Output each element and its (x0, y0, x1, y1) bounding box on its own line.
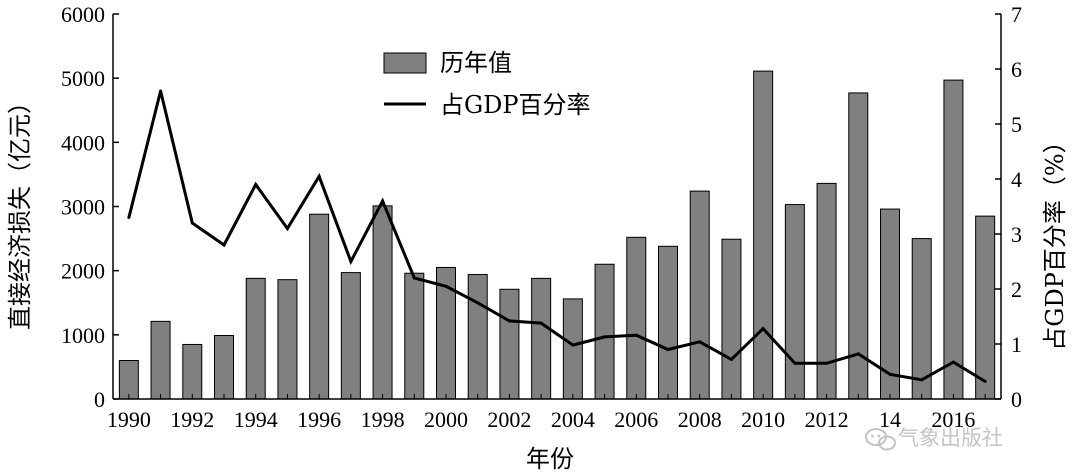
x-tick-label-1996: 1996 (297, 407, 341, 432)
x-tick-label-2012: 2012 (805, 407, 849, 432)
x-tick-label-2008: 2008 (678, 407, 722, 432)
wechat-icon (865, 428, 896, 451)
x-tick-label-2000: 2000 (424, 407, 468, 432)
y2-tick-label-1: 1 (1011, 332, 1022, 357)
y2-axis-title: 占GDP百分率（%） (1041, 129, 1069, 350)
y-tick-label-0: 0 (94, 387, 105, 412)
line-point-1997 (349, 260, 353, 263)
y2-tick-label-4: 4 (1011, 167, 1022, 192)
line-point-2004 (571, 343, 575, 347)
bar-2003 (531, 277, 552, 400)
bar-2004 (562, 298, 583, 400)
line-point-1998 (381, 199, 385, 203)
bar-2010 (753, 70, 774, 400)
bar-1996 (309, 213, 330, 400)
bar-2008 (689, 190, 710, 400)
watermark-text: 气象出版社 (898, 426, 1003, 450)
bar-2006 (626, 236, 647, 400)
x-tick-label-14: 14 (879, 407, 901, 432)
bar-2011 (784, 204, 805, 400)
line-series-gdp-percent (127, 90, 986, 383)
legend-swatch-bar (383, 52, 427, 74)
line-point-2001 (476, 301, 480, 305)
y-tick-label-6000: 6000 (61, 2, 105, 27)
bar-1990 (118, 360, 139, 400)
bar-1998 (372, 205, 393, 400)
bar-1995 (277, 279, 298, 400)
line-point-1990 (127, 216, 131, 219)
bar-1993 (214, 334, 234, 400)
line-point-1995 (285, 227, 289, 230)
line-point-1992 (190, 221, 194, 225)
line-point-2017 (983, 379, 987, 383)
x-axis-title: 年份 (526, 445, 574, 473)
line-point-2000 (444, 284, 448, 288)
line-point-2012 (825, 361, 829, 365)
bar-2005 (594, 263, 615, 400)
line-point-2007 (666, 348, 670, 351)
y2-tick-label-5: 5 (1011, 112, 1022, 137)
legend-label-bar: 历年值 (440, 49, 512, 77)
legend: 历年值 占GDP百分率 (383, 49, 591, 119)
y-tick-label-2000: 2000 (61, 259, 105, 284)
plot-area: 0 1000 2000 3000 4000 5000 6000 0 1 2 3 4 5 6 7 1990 199… (61, 2, 1022, 432)
line-point-2014 (888, 372, 892, 376)
bar-1992 (182, 343, 203, 400)
x-tick-label-1992: 1992 (170, 407, 214, 432)
watermark: 气象出版社 (865, 426, 1003, 451)
line-point-2013 (856, 352, 860, 356)
line-point-2009 (729, 357, 733, 361)
y-tick-label-1000: 1000 (61, 323, 105, 348)
legend-label-line: 占GDP百分率 (440, 91, 591, 119)
line-point-1991 (159, 89, 163, 93)
y2-tick-label-7: 7 (1011, 2, 1022, 27)
y-tick-label-3000: 3000 (61, 195, 105, 220)
line-point-2002 (507, 319, 511, 323)
line-point-1999 (412, 276, 416, 280)
bar-2017 (975, 215, 996, 400)
line-point-2011 (793, 361, 797, 365)
x-tick-label-1990: 1990 (107, 407, 151, 432)
line-point-2005 (603, 335, 607, 339)
line-point-2008 (698, 340, 702, 344)
bar-2001 (467, 274, 488, 400)
line-point-2010 (761, 327, 765, 331)
line-point-2016 (951, 360, 955, 364)
bar-2012 (816, 182, 837, 400)
y2-tick-label-2: 2 (1011, 277, 1022, 302)
bar-1999 (404, 272, 425, 400)
y-axis-title: 直接经济损失（亿元） (6, 90, 34, 330)
bar-2016 (943, 79, 964, 400)
y-tick-label-5000: 5000 (61, 66, 105, 91)
x-tick-label-2006: 2006 (614, 407, 658, 432)
bar-1991 (150, 320, 171, 400)
x-tick-label-2016: 2016 (931, 407, 975, 432)
x-tick-label-2004: 2004 (551, 407, 595, 432)
line-point-2015 (920, 378, 924, 382)
bar-2007 (658, 245, 678, 400)
x-tick-label-1994: 1994 (234, 407, 278, 432)
x-tick-label-2010: 2010 (741, 407, 785, 432)
bar-2002 (499, 288, 520, 400)
y2-tick-label-3: 3 (1011, 222, 1022, 247)
y2-tick-label-6: 6 (1011, 57, 1022, 82)
x-tick-label-2002: 2002 (487, 407, 531, 432)
bar-1994 (245, 277, 266, 400)
y2-tick-label-0: 0 (1011, 387, 1022, 412)
line-point-2006 (634, 333, 638, 337)
y-tick-label-4000: 4000 (61, 130, 105, 155)
line-point-1994 (254, 183, 258, 186)
bar-1997 (340, 272, 361, 400)
line-point-1996 (317, 174, 321, 178)
line-point-1993 (222, 243, 226, 247)
x-tick-label-1998: 1998 (361, 407, 405, 432)
bar-2009 (721, 238, 742, 400)
line-point-2003 (539, 321, 543, 325)
